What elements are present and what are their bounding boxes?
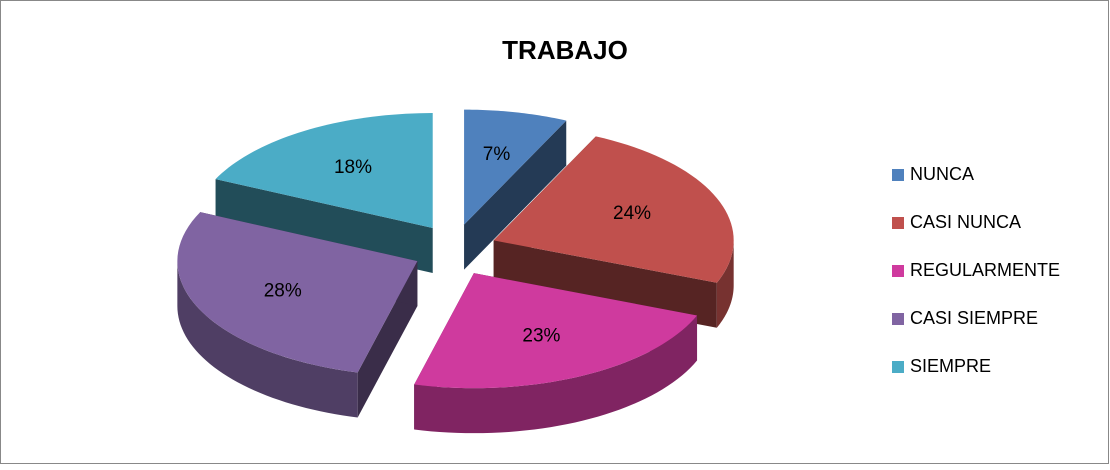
legend-swatch — [892, 313, 904, 325]
slice — [493, 136, 734, 283]
slice-wall — [215, 179, 433, 274]
slice-wall — [464, 120, 567, 270]
legend-label: NUNCA — [910, 164, 974, 184]
legend-label: REGULARMENTE — [910, 260, 1060, 280]
data-label: 7% — [483, 144, 511, 165]
slice — [464, 109, 567, 225]
slice-wall — [493, 240, 717, 328]
legend-label: CASI NUNCA — [910, 212, 1021, 232]
slice — [177, 212, 418, 373]
slice-side — [177, 261, 358, 418]
chart-title: TRABAJO — [502, 35, 628, 65]
slice — [414, 273, 698, 389]
legend-swatch — [892, 217, 904, 229]
legend-swatch — [892, 265, 904, 277]
data-label: 23% — [522, 326, 560, 347]
data-label: 28% — [264, 280, 302, 301]
data-label: 18% — [334, 157, 372, 178]
legend-label: SIEMPRE — [910, 356, 991, 376]
legend-swatch — [892, 361, 904, 373]
slice-side — [414, 315, 698, 434]
legend-label: CASI SIEMPRE — [910, 308, 1038, 328]
data-label: 24% — [613, 203, 651, 224]
legend-swatch — [892, 169, 904, 181]
slice-side — [716, 240, 734, 328]
slice — [215, 113, 433, 229]
